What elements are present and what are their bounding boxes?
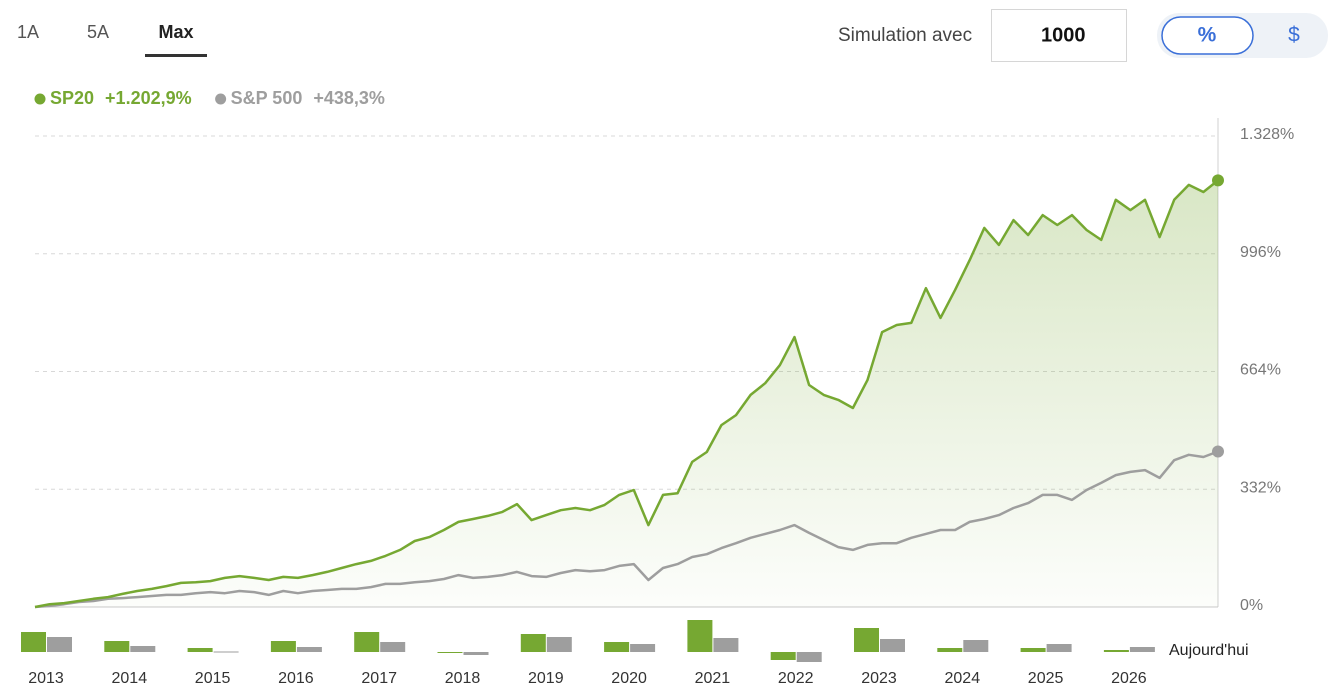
simulation-input[interactable] [991, 9, 1127, 62]
bar [546, 637, 572, 652]
x-tick-label: 2013 [28, 670, 64, 685]
y-tick-label: 664% [1240, 362, 1281, 379]
x-tick-label: 2025 [1028, 670, 1064, 685]
y-tick-label: 0% [1240, 597, 1263, 614]
bar [47, 637, 72, 652]
unit-selected[interactable] [1161, 16, 1254, 55]
annotation: Aujourd'hui [1169, 642, 1249, 659]
x-tick-label: 2023 [861, 670, 897, 685]
bar [187, 648, 213, 652]
bar [463, 652, 489, 655]
area-fill [35, 180, 1218, 607]
end-point [1212, 174, 1224, 187]
bar [963, 640, 989, 652]
series-line [34, 179, 1219, 609]
bar [687, 620, 713, 652]
y-tick-label: 996% [1240, 244, 1281, 261]
legend-name: S&P 500 [231, 88, 303, 108]
x-tick-label: 2021 [695, 670, 731, 685]
bar [630, 644, 656, 652]
x-tick-label: 2014 [112, 670, 148, 685]
bar [270, 641, 296, 652]
bar [296, 647, 322, 652]
bar [21, 632, 46, 652]
x-tick-label: 2024 [945, 670, 981, 685]
bar [713, 638, 739, 652]
y-tick-label: 1.328% [1240, 126, 1294, 143]
y-tick-label: 332% [1240, 479, 1281, 496]
bar [104, 641, 130, 652]
bar [130, 646, 156, 652]
tab[interactable]: 1A [17, 22, 39, 42]
legend-dot [215, 93, 227, 105]
bar [1103, 650, 1129, 652]
bar [354, 632, 380, 652]
simulation-label: Simulation avec [838, 25, 972, 46]
bar [796, 652, 822, 662]
x-tick-label: 2019 [528, 670, 564, 685]
legend-dot [34, 93, 46, 105]
bar [1046, 644, 1072, 652]
unit-option[interactable]: % [1198, 24, 1217, 47]
bar [770, 652, 796, 660]
bar [213, 651, 239, 653]
bar [1020, 648, 1046, 652]
bar [380, 642, 406, 652]
bar [1129, 647, 1155, 652]
simulation-value[interactable]: 1000 [1041, 24, 1086, 46]
tab[interactable]: 5A [87, 22, 109, 42]
legend-name: SP20 [50, 88, 94, 108]
x-tick-label: 2016 [278, 670, 314, 685]
legend-value: +438,3% [313, 88, 385, 108]
bar [604, 642, 630, 652]
x-tick-label: 2015 [195, 670, 231, 685]
tab-underline [145, 54, 207, 57]
bar [437, 652, 463, 653]
bar [520, 634, 546, 652]
tab[interactable]: Max [158, 22, 193, 42]
x-tick-label: 2020 [611, 670, 647, 685]
x-tick-label: 2017 [361, 670, 397, 685]
unit-option[interactable]: $ [1288, 24, 1300, 47]
legend-value: +1.202,9% [105, 88, 192, 108]
bar [880, 639, 905, 652]
x-tick-label: 2026 [1111, 670, 1147, 685]
x-tick-label: 2018 [445, 670, 481, 685]
series-line [34, 450, 1219, 609]
end-point [1212, 445, 1224, 458]
bar [937, 648, 963, 652]
x-tick-label: 2022 [778, 670, 814, 685]
bar [854, 628, 879, 652]
